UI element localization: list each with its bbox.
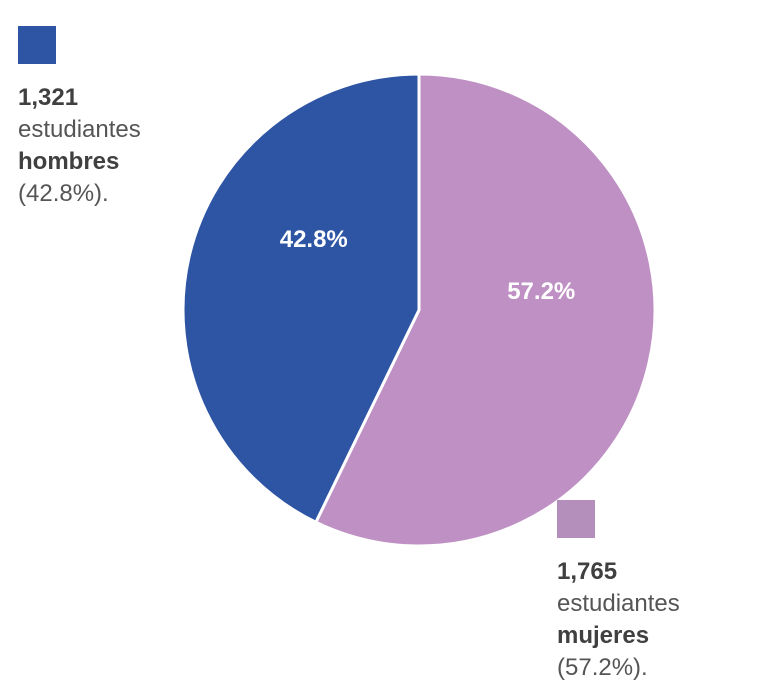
pie-slice-hombres — [181, 72, 421, 525]
legend-pct-mujeres: (57.2%). — [557, 654, 648, 681]
legend-text-hombres: 1,321 estudiantes hombres (42.8%). — [18, 82, 141, 210]
legend-group-mujeres: mujeres — [557, 622, 650, 649]
legend-desc-mujeres: estudiantes — [557, 590, 680, 617]
legend-text-mujeres: 1,765 estudiantes mujeres (57.2%). — [557, 556, 680, 684]
legend-pct-hombres: (42.8%). — [18, 180, 109, 207]
legend-swatch-mujeres — [557, 500, 595, 538]
legend-count-mujeres: 1,765 — [557, 558, 618, 585]
data-label-mujeres: 57.2% — [507, 278, 575, 305]
legend-group-hombres: hombres — [18, 148, 120, 175]
pie-slice-mujeres — [313, 72, 657, 548]
legend-count-hombres: 1,321 — [18, 84, 79, 111]
data-label-hombres: 42.8% — [280, 226, 348, 253]
legend-mujeres: 1,765 estudiantes mujeres (57.2%). — [557, 500, 680, 684]
legend-desc-hombres: estudiantes — [18, 116, 141, 143]
legend-swatch-hombres — [18, 26, 56, 64]
legend-hombres: 1,321 estudiantes hombres (42.8%). — [18, 26, 141, 210]
